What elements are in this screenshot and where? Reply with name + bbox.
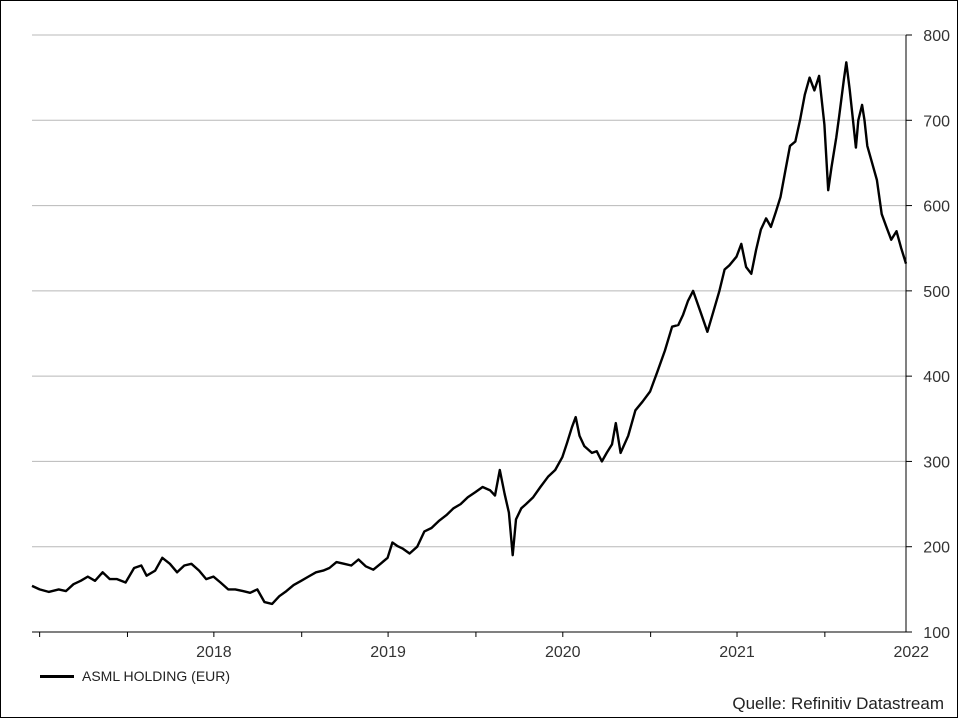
series-layer <box>31 61 908 606</box>
legend-label: ASML HOLDING (EUR) <box>82 668 231 684</box>
legend: ASML HOLDING (EUR) <box>40 668 230 684</box>
y-axis-ticks: 100 200 300 400 500 600 700 800 <box>906 28 950 642</box>
x-tick-label: 2022 <box>893 644 929 661</box>
y-tick-label: 700 <box>923 113 950 130</box>
x-tick-label: 2020 <box>545 644 581 661</box>
y-tick-label: 200 <box>923 540 950 557</box>
y-tick-label: 400 <box>923 369 950 386</box>
x-axis-ticks: 2018 2019 2020 2021 2022 <box>39 632 929 661</box>
legend-swatch <box>40 674 74 678</box>
gridlines <box>32 34 906 548</box>
y-tick-label: 800 <box>923 28 950 45</box>
y-tick-label: 300 <box>923 454 950 471</box>
x-tick-label: 2018 <box>196 644 232 661</box>
y-tick-label: 600 <box>923 199 950 216</box>
y-tick-label: 500 <box>923 284 950 301</box>
x-tick-label: 2021 <box>719 644 755 661</box>
x-tick-label: 2019 <box>370 644 406 661</box>
series-line <box>31 61 908 606</box>
axes <box>32 35 907 633</box>
source-note: Quelle: Refinitiv Datastream <box>732 694 944 713</box>
y-tick-label: 100 <box>923 625 950 642</box>
